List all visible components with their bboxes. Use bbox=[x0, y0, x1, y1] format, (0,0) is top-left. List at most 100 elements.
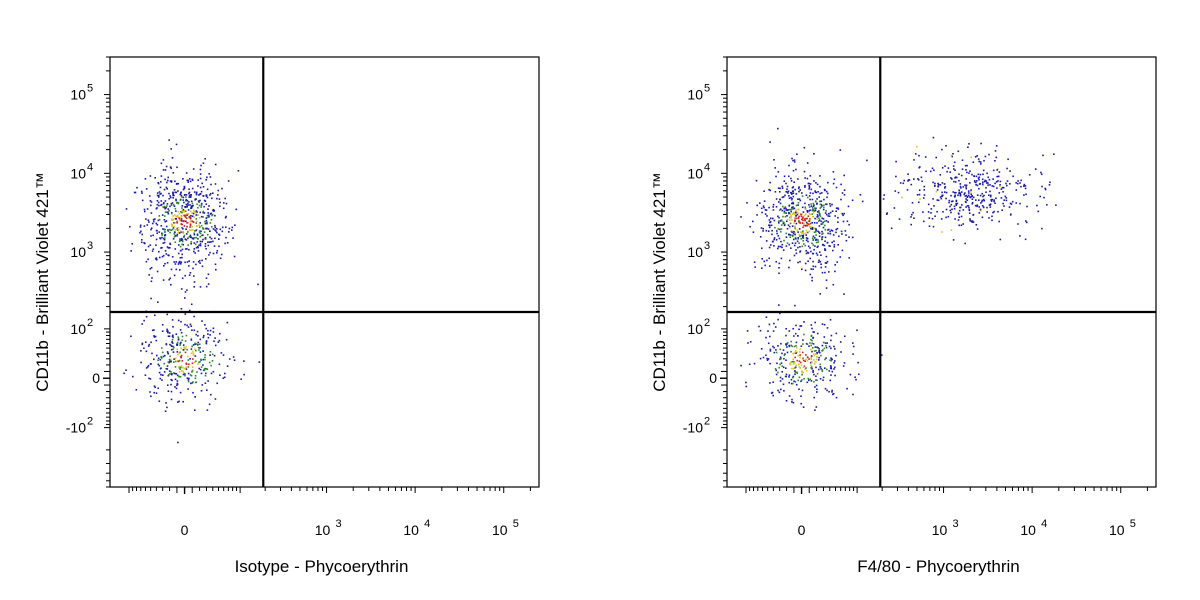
event-dot bbox=[158, 250, 160, 253]
event-dot bbox=[170, 398, 173, 401]
event-dot bbox=[214, 183, 217, 185]
event-dot bbox=[776, 230, 778, 232]
event-dot bbox=[171, 319, 174, 321]
event-dot bbox=[805, 221, 808, 224]
event-dot bbox=[920, 176, 923, 179]
event-dot bbox=[811, 228, 814, 230]
event-dot bbox=[801, 213, 803, 215]
event-dot bbox=[930, 212, 932, 214]
event-dot bbox=[155, 392, 158, 394]
event-dot bbox=[907, 179, 910, 181]
event-dot bbox=[788, 164, 790, 167]
event-dot bbox=[812, 343, 815, 345]
event-dot bbox=[995, 197, 997, 200]
event-dot bbox=[802, 339, 804, 341]
event-dot bbox=[819, 192, 821, 195]
event-dot bbox=[777, 245, 780, 248]
event-dot bbox=[764, 264, 766, 267]
event-dot bbox=[181, 226, 183, 229]
event-dot bbox=[153, 391, 155, 394]
event-dot bbox=[176, 348, 178, 351]
event-dot bbox=[164, 234, 166, 236]
event-dot bbox=[203, 231, 206, 233]
event-dot bbox=[824, 262, 827, 264]
event-dot bbox=[178, 261, 181, 264]
event-dot bbox=[165, 343, 168, 345]
event-dot bbox=[772, 381, 774, 383]
event-dot bbox=[218, 363, 221, 366]
event-dot bbox=[786, 227, 789, 230]
event-dot bbox=[188, 260, 190, 262]
event-dot bbox=[814, 237, 816, 239]
event-dot bbox=[178, 365, 180, 368]
event-dot bbox=[831, 210, 834, 212]
event-dot bbox=[765, 316, 768, 318]
event-dot bbox=[783, 212, 786, 214]
event-dot bbox=[206, 188, 209, 191]
event-dot bbox=[785, 182, 787, 185]
event-dot bbox=[203, 334, 205, 337]
event-dot bbox=[233, 255, 236, 258]
event-dot bbox=[783, 354, 786, 357]
event-dot bbox=[179, 329, 182, 331]
event-dot bbox=[190, 200, 193, 203]
event-dot bbox=[172, 194, 174, 197]
event-dot bbox=[788, 330, 791, 332]
event-dot bbox=[202, 227, 204, 230]
event-dot bbox=[802, 211, 805, 213]
event-dot bbox=[194, 409, 196, 411]
event-dot bbox=[162, 279, 165, 281]
event-dot bbox=[214, 344, 217, 347]
event-dot bbox=[809, 342, 811, 344]
event-dot bbox=[188, 188, 190, 190]
event-dot bbox=[812, 369, 814, 372]
event-dot bbox=[825, 346, 828, 349]
event-dot bbox=[815, 207, 817, 210]
event-dot bbox=[148, 221, 150, 223]
event-dot bbox=[168, 228, 171, 231]
event-dot bbox=[812, 235, 815, 238]
event-dot bbox=[983, 194, 985, 197]
event-dot bbox=[826, 368, 828, 371]
event-dot bbox=[997, 180, 999, 182]
event-dot bbox=[881, 354, 883, 356]
event-dot bbox=[811, 361, 813, 363]
event-dot bbox=[176, 227, 178, 230]
event-dot bbox=[854, 376, 856, 378]
event-dot bbox=[177, 360, 179, 363]
event-dot bbox=[978, 160, 980, 163]
event-dot bbox=[1011, 200, 1014, 203]
event-dot bbox=[782, 221, 785, 223]
event-dot bbox=[164, 354, 166, 357]
event-dot bbox=[182, 344, 185, 346]
event-dot bbox=[821, 205, 823, 207]
event-dot bbox=[171, 225, 173, 227]
event-dot bbox=[964, 195, 967, 197]
event-dot bbox=[848, 223, 850, 226]
event-dot bbox=[812, 337, 814, 339]
event-dot bbox=[811, 206, 814, 209]
event-dot bbox=[218, 234, 221, 236]
event-dot bbox=[166, 328, 168, 331]
event-dot bbox=[917, 178, 919, 180]
event-dot bbox=[791, 193, 793, 195]
x-tick-label: 10 bbox=[932, 522, 948, 538]
event-dot bbox=[207, 336, 210, 339]
event-dot bbox=[189, 216, 192, 219]
event-dot bbox=[168, 374, 170, 376]
event-dot bbox=[207, 329, 209, 332]
event-dot bbox=[899, 182, 902, 184]
event-dot bbox=[970, 220, 972, 222]
event-dot bbox=[205, 342, 208, 345]
event-dot bbox=[983, 199, 986, 202]
event-dot bbox=[797, 204, 799, 206]
event-dot bbox=[941, 167, 944, 169]
event-dot bbox=[170, 196, 172, 199]
event-dot bbox=[957, 150, 960, 153]
event-dot bbox=[808, 226, 811, 228]
event-dot bbox=[778, 216, 780, 219]
event-dot bbox=[170, 383, 172, 386]
event-dot bbox=[212, 208, 215, 211]
event-dot bbox=[906, 189, 909, 191]
event-dot bbox=[954, 194, 956, 197]
